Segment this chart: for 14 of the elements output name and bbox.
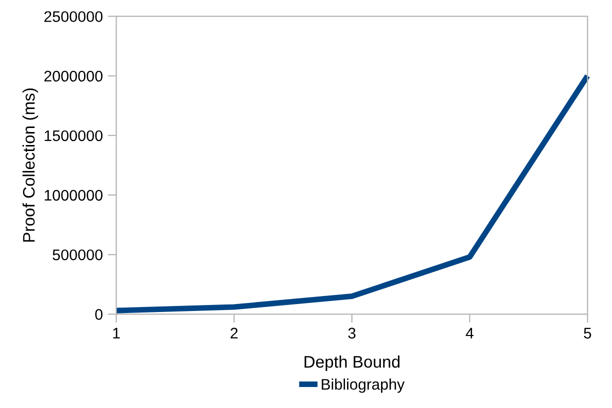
x-tick-label: 5 [584,328,592,339]
y-axis-title: Proof Collection (ms) [22,88,38,242]
x-tick-label: 1 [113,328,120,338]
legend-label: Bibliography [322,378,405,393]
y-tick-label: 1000000 [44,190,102,201]
x-tick-label: 4 [466,328,474,338]
y-tick-label: 0 [95,309,102,320]
x-tick-label: 2 [230,328,238,338]
y-tick-label: 500000 [52,249,102,260]
x-axis-title: Depth Bound [304,355,400,372]
y-tick-label: 1500000 [44,130,102,142]
y-tick-label: 2500000 [44,11,102,22]
y-tick-label: 2000000 [44,70,102,82]
x-tick-label: 3 [348,328,356,339]
